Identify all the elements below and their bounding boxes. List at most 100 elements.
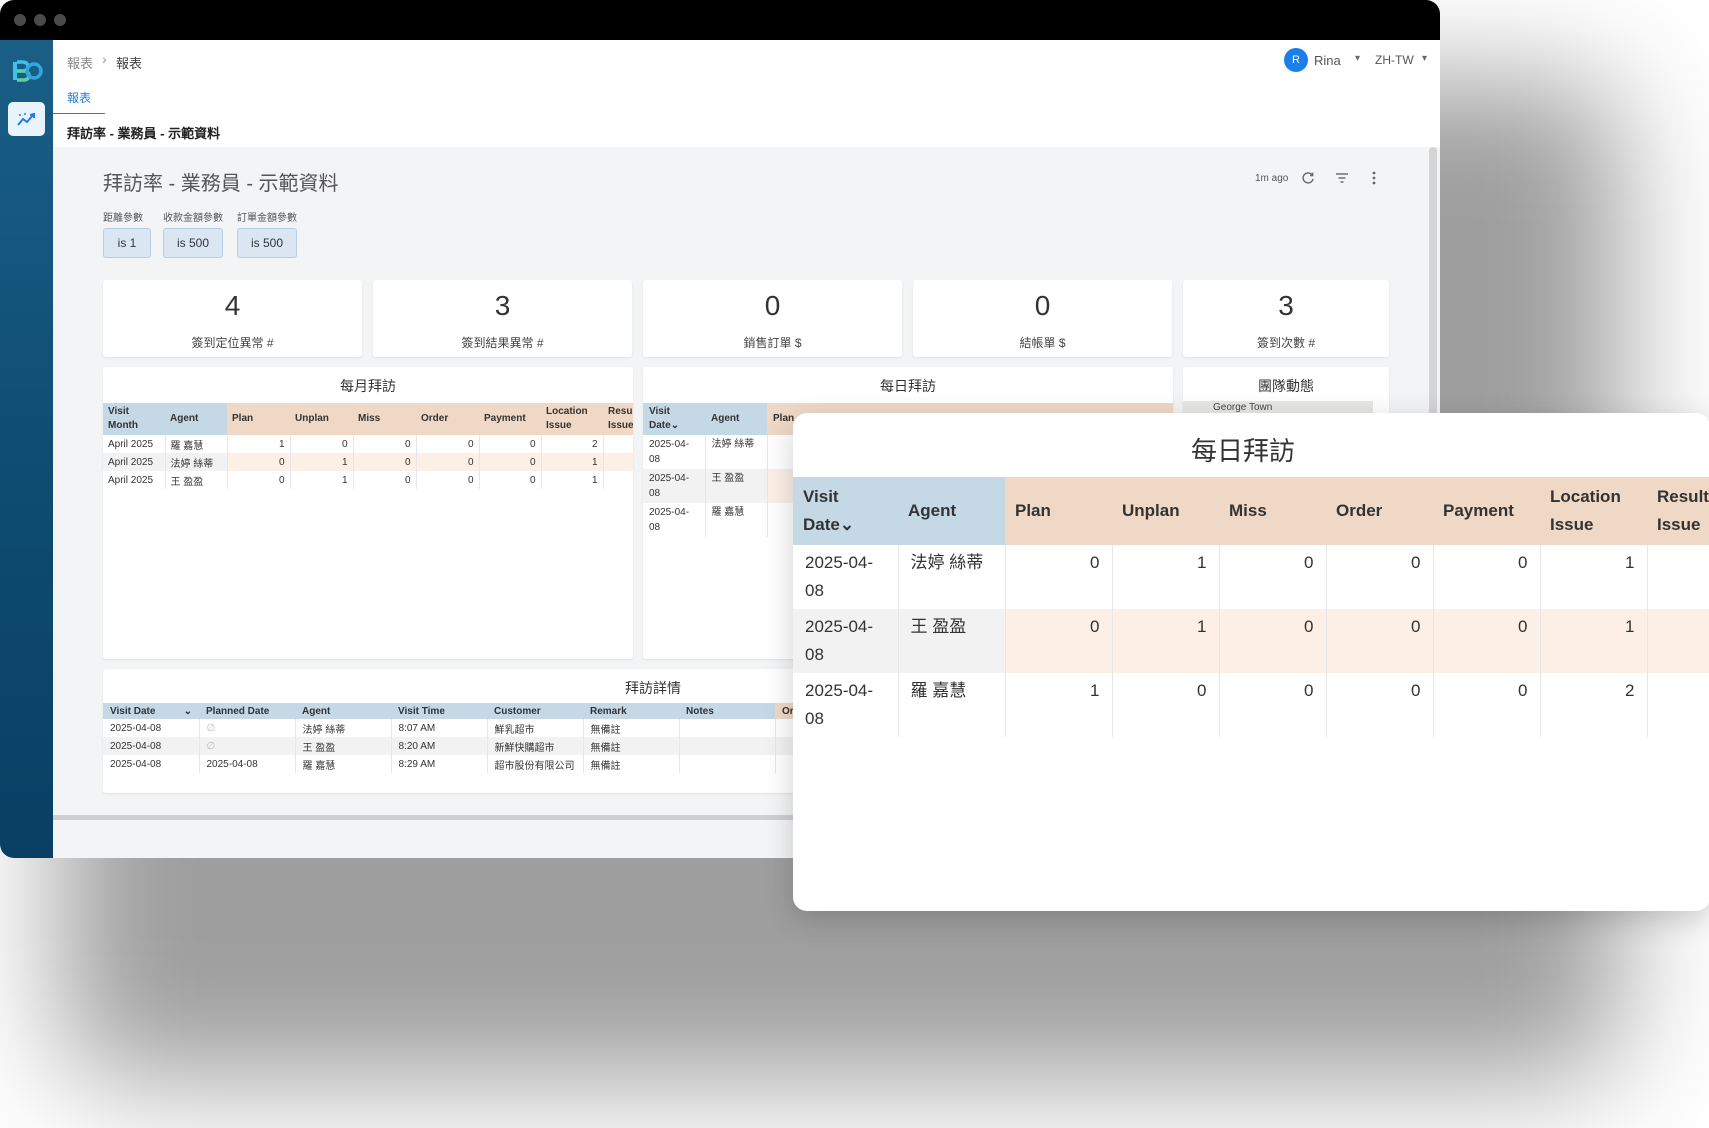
language-selector[interactable]: ZH-TW (1375, 53, 1414, 67)
window-close-dot[interactable] (14, 14, 26, 26)
user-avatar[interactable]: R (1284, 48, 1308, 72)
tab-reports[interactable]: 報表 (53, 82, 105, 115)
table-cell: 王 盈盈 (165, 471, 228, 489)
breadcrumb-root[interactable]: 報表 (67, 56, 94, 71)
table-cell (1647, 673, 1709, 737)
table-cell: 2025-04-08 (793, 545, 899, 609)
filter-chip-order[interactable]: is 500 (237, 228, 297, 258)
table-cell (603, 471, 633, 489)
trending-chart-icon (16, 112, 35, 126)
language-caret-icon[interactable]: ▾ (1422, 53, 1428, 64)
column-header[interactable]: Order (416, 403, 479, 435)
table-cell: 法婷 絲蒂 (165, 453, 228, 471)
filter-label-distance: 距離參數 (103, 213, 143, 224)
column-header[interactable]: Miss (353, 403, 416, 435)
kpi-label: 簽到定位異常 # (191, 336, 274, 350)
kpi-label: 簽到次數 # (1256, 336, 1315, 350)
table-cell: 0 (1219, 609, 1327, 673)
column-header[interactable]: Agent (295, 703, 391, 719)
column-header[interactable]: Visit Date⌄ (103, 703, 199, 719)
table-cell: 無備註 (583, 755, 680, 773)
column-header[interactable]: Order (1326, 477, 1433, 545)
column-header[interactable]: Customer (487, 703, 583, 719)
table-cell: 8:20 AM (391, 737, 488, 755)
app-logo-icon[interactable] (11, 58, 43, 84)
horizontal-scrollbar[interactable] (53, 815, 1440, 820)
refresh-icon[interactable] (1299, 169, 1317, 187)
table-cell (1647, 545, 1709, 609)
table-cell: 1 (1540, 609, 1648, 673)
user-menu-caret-icon[interactable]: ▾ (1355, 53, 1361, 64)
sort-down-icon[interactable]: ⌄ (839, 515, 855, 534)
table-cell: 超市股份有限公司 (487, 755, 584, 773)
column-header[interactable]: Miss (1219, 477, 1326, 545)
chevron-down-icon[interactable]: ⌄ (183, 705, 192, 717)
table-cell: April 2025 (103, 471, 166, 489)
column-header[interactable]: Notes (679, 703, 775, 719)
filter-chip-payment[interactable]: is 500 (163, 228, 223, 258)
table-cell: ∅ (199, 737, 296, 755)
column-header[interactable]: Payment (1433, 477, 1540, 545)
column-header[interactable]: Result Issue (603, 403, 633, 435)
sidebar (0, 40, 53, 858)
column-header[interactable]: Planned Date (199, 703, 295, 719)
filter-icon[interactable] (1333, 169, 1351, 187)
column-header[interactable]: Remark (583, 703, 679, 719)
kpi-card-location-issue: 4 簽到定位異常 # (103, 280, 362, 357)
table-cell: 2 (541, 435, 604, 453)
table-cell (603, 435, 633, 453)
column-header[interactable]: Visit Date⌄ (643, 403, 705, 435)
table-cell: 2025-04-08 (199, 755, 296, 773)
monthly-visits-table: Visit Month Agent Plan Unplan Miss Order… (103, 403, 633, 489)
table-cell: 0 (1219, 545, 1327, 609)
table-cell: 0 (1005, 609, 1113, 673)
column-header[interactable]: Visit Time (391, 703, 487, 719)
column-header[interactable]: Visit Date⌄ (793, 477, 898, 545)
column-header[interactable]: Agent (898, 477, 1005, 545)
column-header[interactable]: Result Issue (1647, 477, 1709, 545)
kpi-value: 0 (764, 290, 781, 321)
table-cell: 1 (1540, 545, 1648, 609)
table-cell: 0 (353, 453, 417, 471)
column-header[interactable]: Visit Month (103, 403, 165, 435)
map-place-label: George Town (1213, 402, 1273, 413)
table-cell: 0 (479, 471, 542, 489)
table-cell: 2025-04-08 (643, 503, 706, 537)
kpi-card-checkout: 0 結帳單 $ (913, 280, 1172, 357)
table-cell: 法婷 絲蒂 (295, 719, 392, 737)
filter-label-order: 訂單金額參數 (237, 213, 297, 224)
column-header[interactable]: Agent (165, 403, 227, 435)
column-header[interactable]: Location Issue (1540, 477, 1647, 545)
kpi-card-result-issue: 3 簽到結果異常 # (373, 280, 632, 357)
tab-bar: 報表 (53, 82, 1440, 115)
table-cell: 2025-04-08 (793, 673, 899, 737)
table-cell: 羅 嘉慧 (295, 755, 392, 773)
table-cell: 1 (541, 453, 604, 471)
column-header[interactable]: Unplan (290, 403, 353, 435)
user-name[interactable]: Rina (1314, 53, 1341, 68)
window-minimize-dot[interactable] (34, 14, 46, 26)
table-cell: 0 (227, 471, 291, 489)
column-header[interactable]: Location Issue (541, 403, 603, 435)
table-cell: 0 (227, 453, 291, 471)
more-vertical-icon[interactable] (1365, 169, 1383, 187)
sidebar-item-reports[interactable] (8, 102, 45, 136)
column-header[interactable]: Plan (227, 403, 290, 435)
filter-chip-distance[interactable]: is 1 (103, 228, 151, 258)
table-cell: 羅 嘉慧 (898, 673, 1006, 737)
dashboard-title: 拜訪率 - 業務員 - 示範資料 (103, 173, 339, 195)
sort-down-icon[interactable]: ⌄ (670, 420, 680, 431)
window-maximize-dot[interactable] (54, 14, 66, 26)
monthly-visits-title: 每月拜訪 (340, 378, 396, 394)
table-cell: 法婷 絲蒂 (898, 545, 1006, 609)
table-cell: 2025-04-08 (103, 719, 200, 737)
kpi-label: 銷售訂單 $ (743, 336, 802, 350)
zoom-title: 每日拜訪 (1190, 436, 1295, 466)
column-header[interactable]: Payment (479, 403, 541, 435)
table-cell (1647, 609, 1709, 673)
column-header[interactable]: Unplan (1112, 477, 1219, 545)
column-header[interactable]: Agent (705, 403, 767, 435)
column-header[interactable]: Plan (1005, 477, 1112, 545)
team-map[interactable] (1183, 401, 1373, 415)
table-cell: 0 (416, 471, 480, 489)
